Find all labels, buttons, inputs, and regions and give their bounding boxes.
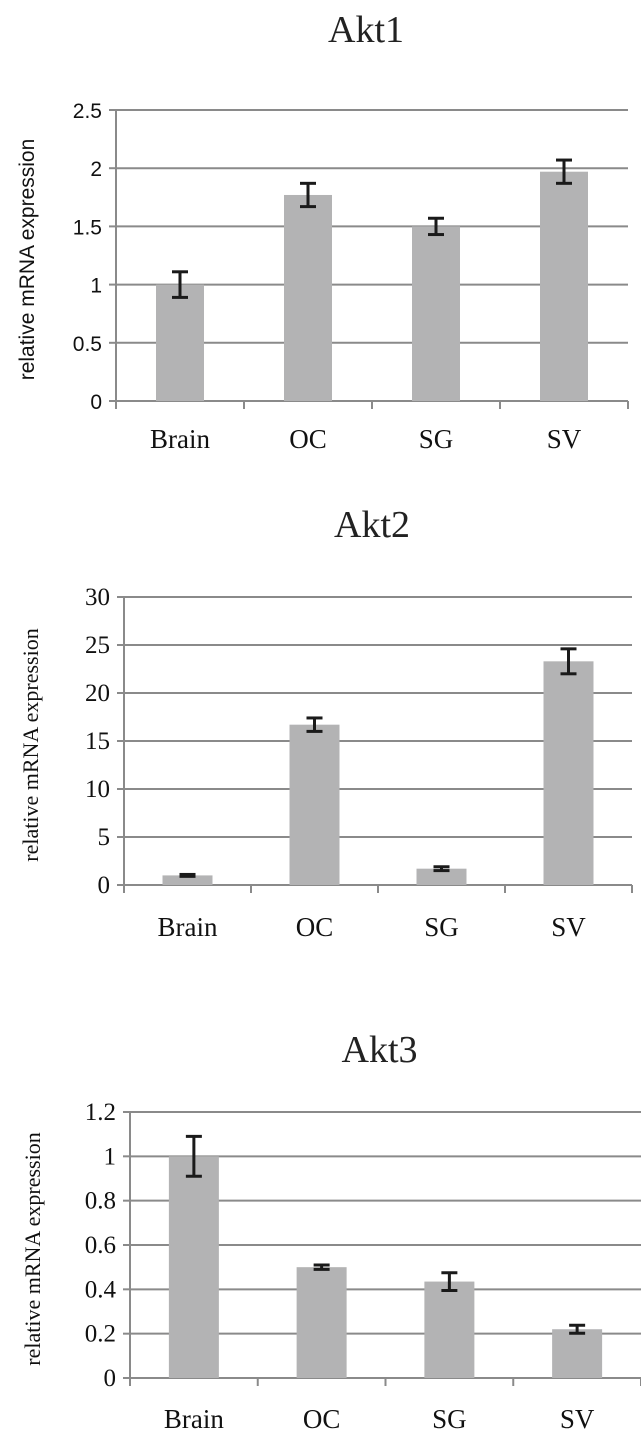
chart-2: Akt2 0 5 10 15 20 25 30 Brain OC SG SV relative mRNA…: [18, 504, 633, 942]
x-tick-label: SG: [419, 424, 454, 454]
chart-title: Akt3: [342, 1029, 418, 1071]
bar-oc: [284, 194, 332, 401]
error-bar-brain: [185, 1134, 202, 1178]
y-tick-label: 1: [90, 275, 102, 298]
y-tick-label: 1.5: [73, 216, 102, 239]
bar-sg: [424, 1281, 475, 1378]
error-bar-sg: [428, 216, 444, 237]
y-tick-label: 0.5: [73, 333, 102, 356]
x-tick-label: OC: [289, 424, 327, 454]
x-tick-label: SV: [547, 424, 582, 454]
x-tick-label: Brain: [150, 424, 210, 454]
y-tick-label: 1.2: [85, 1099, 116, 1126]
bar-sv: [552, 1329, 603, 1378]
error-bar-sv: [569, 1323, 586, 1335]
bar-brain: [156, 284, 204, 401]
bar-sv: [543, 661, 594, 885]
y-tick-label: 0: [104, 1365, 117, 1392]
x-tick-label: SG: [432, 1404, 467, 1434]
bar-oc: [289, 724, 340, 885]
x-tick-label: OC: [296, 912, 334, 942]
y-axis-label: relative mRNA expression: [18, 628, 43, 861]
x-tick-label: Brain: [158, 912, 218, 942]
x-tick-label: SG: [424, 912, 459, 942]
x-tick-label: SV: [551, 912, 586, 942]
error-bar-sv: [556, 158, 572, 185]
chart-title: Akt1: [328, 9, 404, 51]
y-tick-label: 1: [104, 1143, 117, 1170]
y-tick-label: 0: [98, 872, 111, 899]
bar-sg: [416, 868, 467, 885]
error-bar-oc: [300, 181, 316, 209]
y-tick-label: 0.4: [85, 1276, 117, 1303]
y-tick-label: 2: [90, 158, 102, 181]
y-tick-label: 0: [90, 391, 102, 414]
error-bar-brain: [172, 270, 188, 299]
bar-sg: [412, 226, 460, 401]
chart-1: Akt1 0 0.5 1 1.5 2 2.5 Brain OC SG SV relative mRNA…: [16, 9, 629, 454]
error-bar-oc: [313, 1263, 330, 1271]
y-tick-label: 25: [85, 632, 110, 659]
chart-3: Akt3 0 0.2 0.4 0.6 0.8 1 1.2 Brain OC SG SV relative…: [20, 1029, 641, 1434]
bar-sv: [540, 171, 588, 401]
y-tick-label: 20: [85, 680, 110, 707]
bar-brain: [168, 1156, 219, 1378]
y-tick-label: 2.5: [73, 100, 102, 123]
error-bar-sg: [441, 1271, 458, 1292]
chart-title: Akt2: [334, 504, 410, 546]
y-tick-label: 5: [98, 824, 111, 851]
x-tick-label: OC: [303, 1404, 341, 1434]
y-tick-label: 0.2: [85, 1321, 116, 1348]
error-bar-sv: [560, 647, 577, 676]
bar-brain: [162, 875, 213, 885]
error-bar-oc: [306, 716, 323, 733]
y-tick-label: 15: [85, 728, 110, 755]
y-tick-label: 10: [85, 776, 110, 803]
error-bar-sg: [433, 865, 450, 873]
x-tick-label: Brain: [164, 1404, 224, 1434]
y-tick-label: 0.6: [85, 1232, 116, 1259]
bar-oc: [296, 1267, 347, 1378]
y-tick-label: 0.8: [85, 1188, 116, 1215]
x-tick-label: SV: [560, 1404, 595, 1434]
y-axis-label: relative mRNA expression: [20, 1132, 45, 1365]
error-bar-brain: [179, 872, 196, 878]
y-tick-label: 30: [85, 584, 110, 611]
y-axis-label: relative mRNA expression: [16, 139, 39, 381]
